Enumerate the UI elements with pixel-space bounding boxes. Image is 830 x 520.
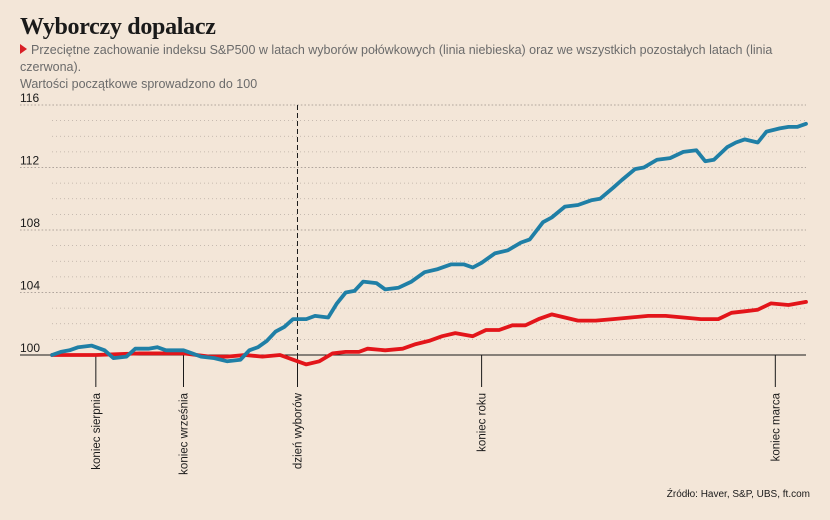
series-line-red <box>50 300 808 367</box>
y-tick-label: 100 <box>20 341 40 355</box>
y-tick-label: 112 <box>20 154 39 168</box>
bullet-triangle-icon <box>20 44 27 54</box>
x-marker-label: koniec roku <box>477 393 489 452</box>
chart-subtitle: Przeciętne zachowanie indeksu S&P500 w l… <box>20 42 820 93</box>
series-line-blue <box>50 121 808 364</box>
y-tick-labels: 100 104 108 112 116 <box>20 91 40 355</box>
x-markers: koniec sierpnia koniec września dzień wybo… <box>91 105 782 475</box>
y-tick-label: 116 <box>20 91 39 105</box>
subtitle-line-2: Wartości początkowe sprowadzono do 100 <box>20 77 258 91</box>
series-lines <box>50 121 808 367</box>
chart-title: Wyborczy dopalacz <box>20 14 216 40</box>
y-tick-label: 108 <box>20 216 40 230</box>
x-marker-label: koniec sierpnia <box>91 392 103 469</box>
y-tick-label: 104 <box>20 279 40 293</box>
source-note: Źródło: Haver, S&P, UBS, ft.com <box>666 489 810 500</box>
x-marker-label: dzień wyborów <box>292 392 304 469</box>
x-marker-label: koniec września <box>179 392 191 474</box>
x-marker-label: koniec marca <box>770 392 782 461</box>
subtitle-line-1: Przeciętne zachowanie indeksu S&P500 w l… <box>20 43 773 74</box>
gridlines <box>20 104 806 356</box>
